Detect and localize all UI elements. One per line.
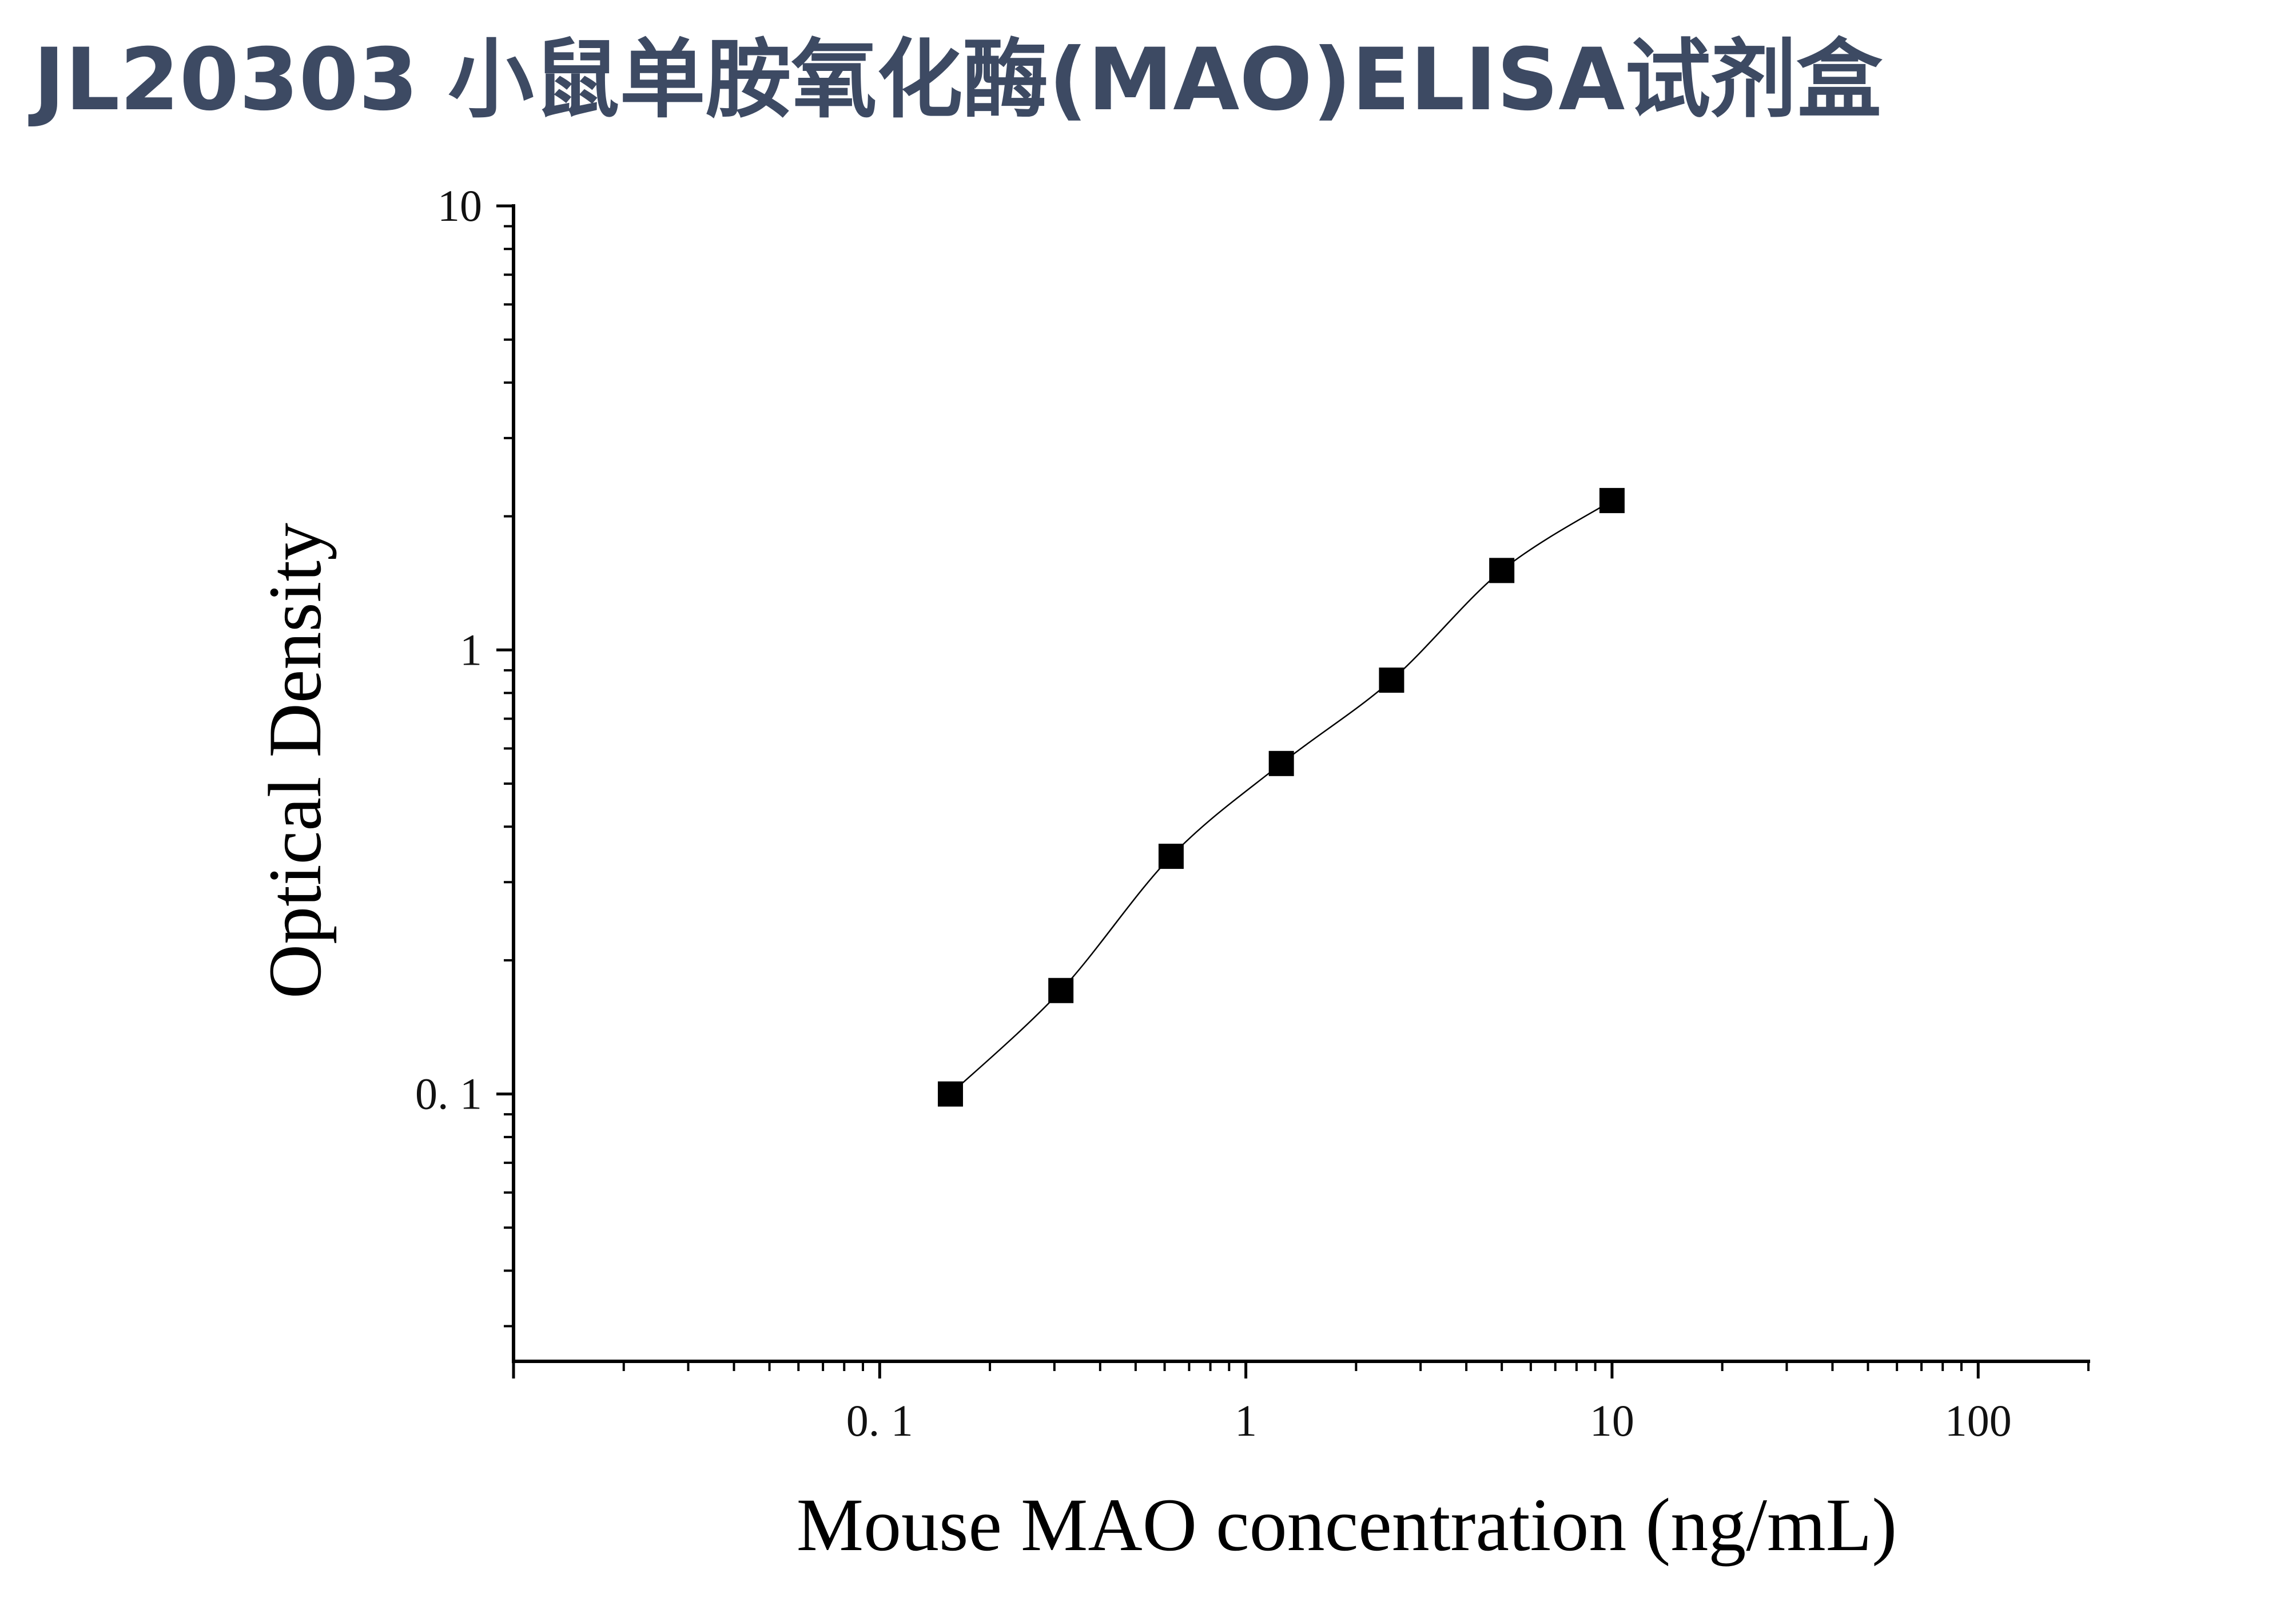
data-point-marker [1599, 488, 1625, 514]
axes: 0. 1 1 10 100 0. 1 1 10 [415, 181, 2090, 1445]
page-title: JL20303 小鼠单胺氧化酶(MAO)ELISA试剂盒 [33, 30, 1883, 130]
x-tick-label: 1 [1235, 1396, 1257, 1445]
y-tick-label: 0. 1 [415, 1069, 482, 1119]
data-point-marker [1379, 668, 1404, 693]
data-point-marker [1268, 750, 1294, 776]
x-tick-label: 100 [1945, 1396, 2012, 1445]
y-axis-title: Optical Density [253, 523, 337, 999]
y-tick-label: 1 [460, 625, 482, 674]
data-point-marker [1048, 978, 1074, 1003]
fit-curve-layer [950, 500, 1613, 1095]
fit-curve [950, 500, 1613, 1095]
x-tick-label: 0. 1 [846, 1396, 913, 1445]
y-tick-label: 10 [437, 181, 482, 231]
data-point-marker [1489, 558, 1515, 583]
x-tick-label: 10 [1590, 1396, 1634, 1445]
data-point-marker [937, 1081, 963, 1107]
data-points [937, 488, 1625, 1107]
data-point-marker [1158, 844, 1184, 869]
x-axis-title: Mouse MAO concentration (ng/mL) [797, 1483, 1897, 1567]
